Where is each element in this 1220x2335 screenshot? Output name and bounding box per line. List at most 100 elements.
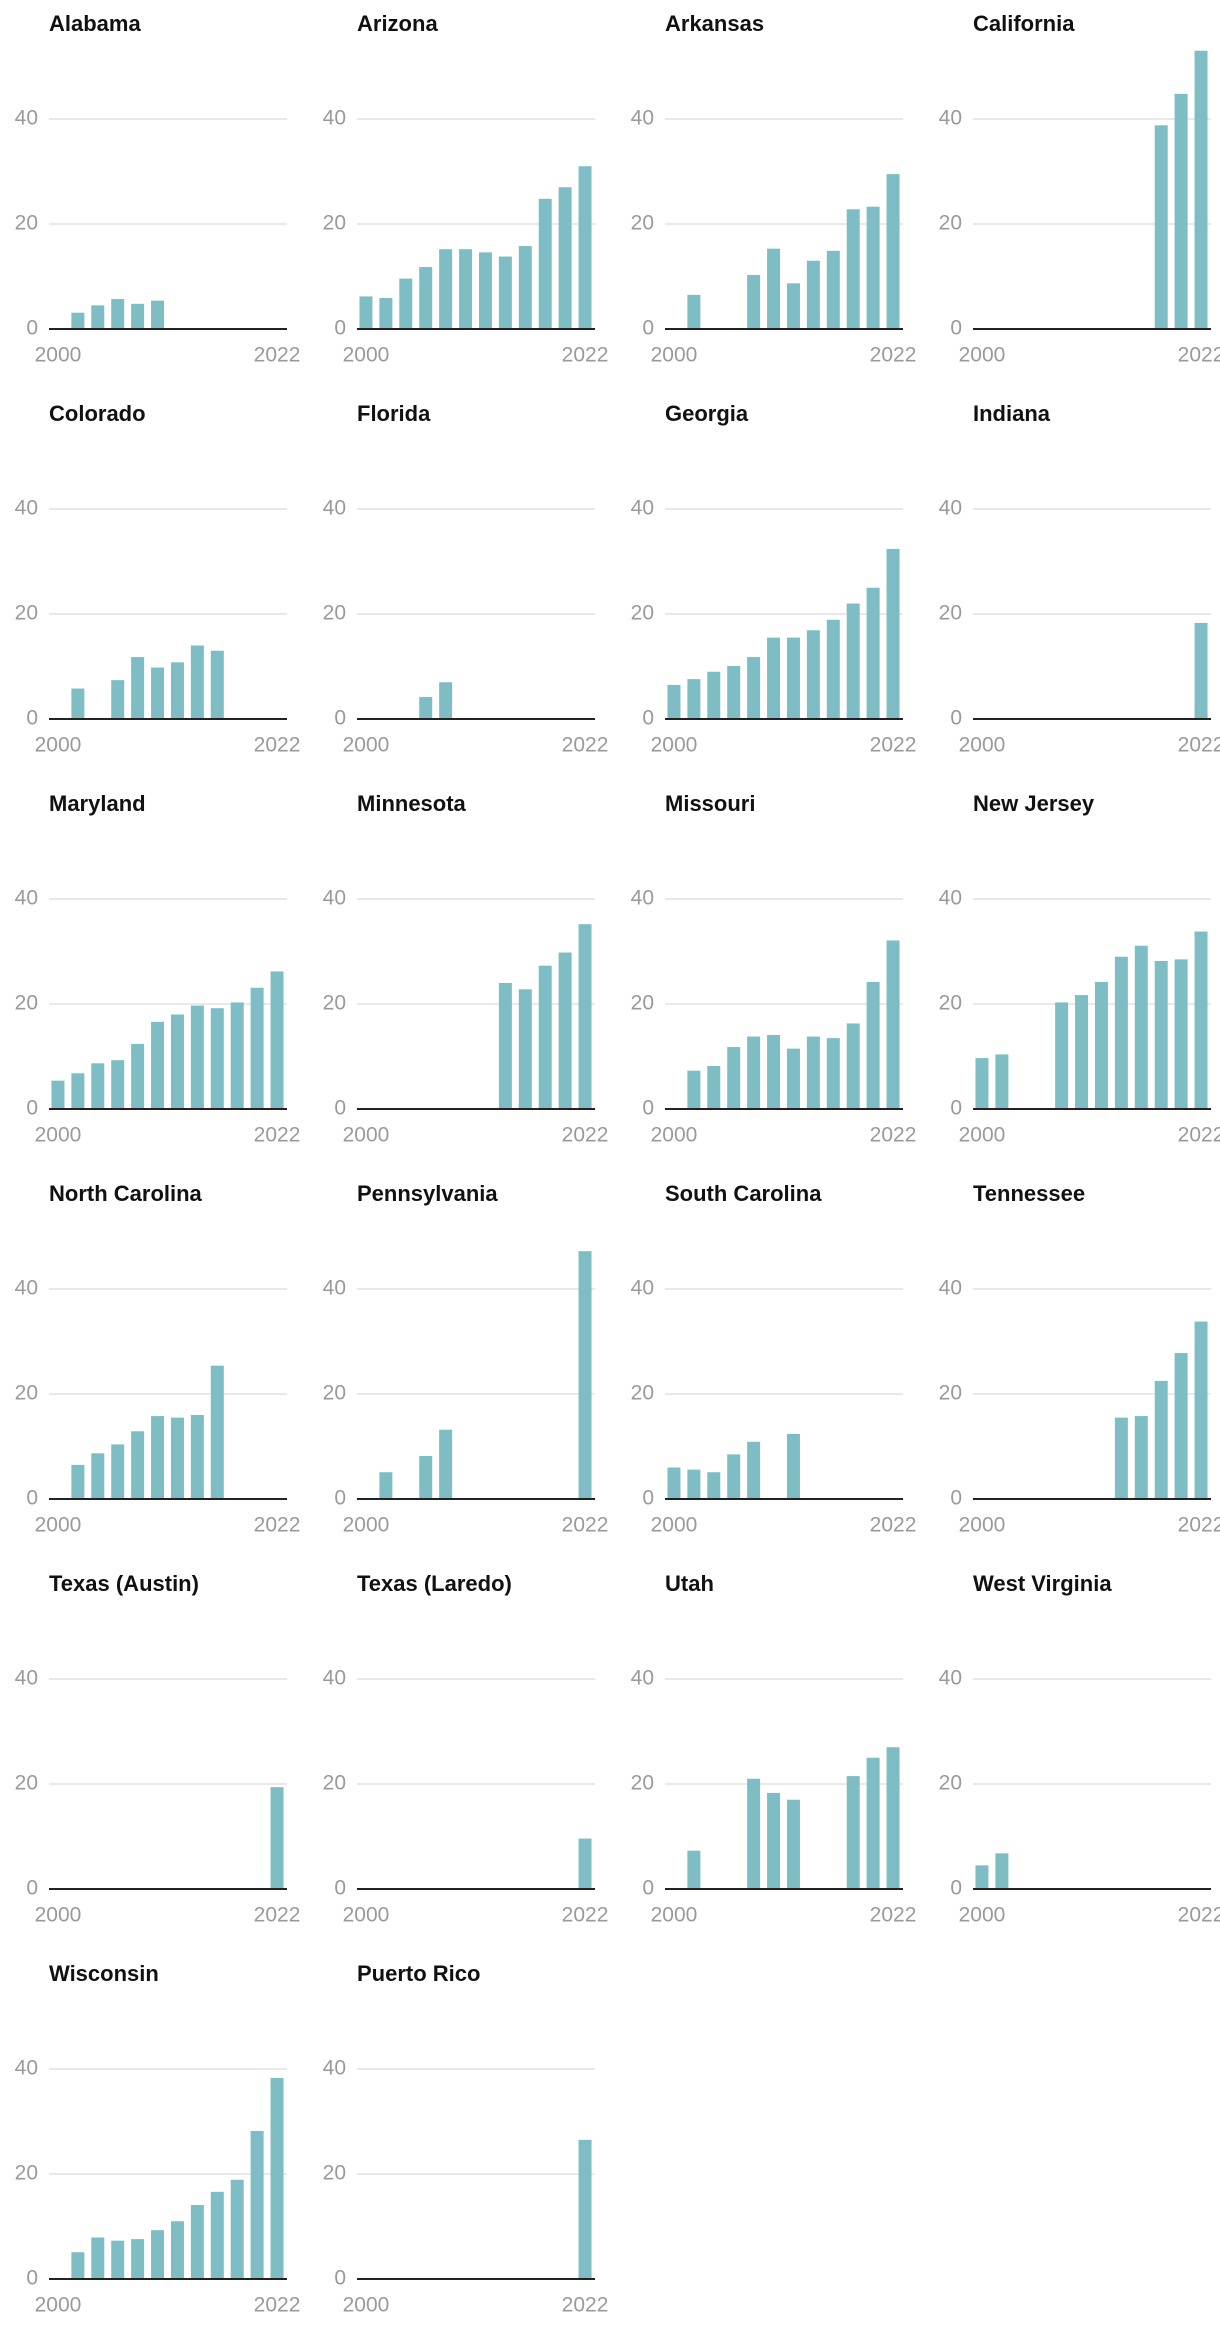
bar: [747, 1778, 761, 1889]
x-tick-label: 2000: [959, 734, 1006, 757]
x-tick-label: 2022: [254, 734, 301, 757]
x-tick-label: 2000: [35, 1904, 82, 1927]
x-tick-label: 2022: [254, 1124, 301, 1147]
panel-title: South Carolina: [665, 1181, 822, 1206]
bar: [846, 1023, 860, 1109]
y-tick-label: 20: [15, 212, 38, 235]
bar: [846, 209, 860, 329]
bar: [667, 1467, 681, 1499]
bar: [747, 657, 761, 719]
y-tick-label: 20: [939, 992, 962, 1015]
bar: [846, 603, 860, 719]
bar: [1174, 1353, 1188, 1499]
bar: [826, 1038, 840, 1109]
x-tick-label: 2000: [343, 1124, 390, 1147]
bar: [190, 2204, 204, 2279]
bar: [131, 1043, 145, 1109]
panel: Wisconsin 0 20 40 2000 2022: [15, 1961, 301, 2317]
bar: [1194, 1321, 1208, 1499]
bar: [578, 166, 592, 329]
bar: [71, 688, 85, 719]
bar: [786, 1433, 800, 1499]
y-tick-label: 40: [15, 1277, 38, 1300]
bar: [111, 1444, 125, 1499]
y-tick-label: 20: [15, 1772, 38, 1795]
bar: [707, 1472, 721, 1499]
bar: [727, 665, 741, 719]
y-tick-label: 20: [323, 602, 346, 625]
panel: New Jersey 0 20 40 2000 2022: [939, 791, 1220, 1147]
y-tick-label: 0: [26, 2267, 38, 2290]
y-tick-label: 40: [631, 107, 654, 130]
panel-title: Arizona: [357, 11, 438, 36]
bar: [747, 1036, 761, 1109]
bar: [806, 1036, 820, 1109]
x-tick-label: 2022: [1178, 734, 1220, 757]
panel: Texas (Laredo) 0 20 40 2000 2022: [323, 1571, 609, 1927]
bar: [886, 1747, 900, 1889]
bar: [826, 619, 840, 719]
panel-title: Alabama: [49, 11, 141, 36]
bar: [886, 174, 900, 329]
x-tick-label: 2022: [562, 1124, 609, 1147]
bar: [846, 1776, 860, 1889]
y-tick-label: 20: [323, 992, 346, 1015]
y-tick-label: 0: [642, 1877, 654, 1900]
x-tick-label: 2000: [959, 1124, 1006, 1147]
y-tick-label: 40: [323, 497, 346, 520]
panel: Indiana 0 20 40 2000 2022: [939, 401, 1220, 757]
bar: [727, 1047, 741, 1109]
panel-title: Georgia: [665, 401, 749, 426]
x-tick-label: 2022: [870, 1904, 917, 1927]
bar: [131, 657, 145, 719]
bar: [866, 587, 880, 719]
x-tick-label: 2000: [35, 2294, 82, 2317]
y-tick-label: 20: [631, 1772, 654, 1795]
x-tick-label: 2022: [562, 2294, 609, 2317]
bar: [111, 299, 125, 329]
bar: [687, 294, 701, 329]
y-tick-label: 0: [26, 1877, 38, 1900]
panel: Puerto Rico 0 20 40 2000 2022: [323, 1961, 609, 2317]
y-tick-label: 0: [950, 1487, 962, 1510]
panel-title: North Carolina: [49, 1181, 203, 1206]
bar: [1154, 960, 1168, 1109]
bar: [190, 645, 204, 719]
bar: [170, 2221, 184, 2279]
bar: [707, 671, 721, 719]
y-tick-label: 0: [26, 1487, 38, 1510]
bar: [478, 252, 492, 329]
bar: [71, 312, 85, 329]
bar: [170, 662, 184, 719]
bar: [250, 987, 264, 1109]
bar: [399, 278, 413, 329]
y-tick-label: 0: [334, 1877, 346, 1900]
bar: [1134, 945, 1148, 1109]
x-tick-label: 2000: [343, 734, 390, 757]
x-tick-label: 2000: [959, 1514, 1006, 1537]
y-tick-label: 40: [323, 887, 346, 910]
y-tick-label: 0: [950, 1877, 962, 1900]
x-tick-label: 2000: [651, 344, 698, 367]
panel-title: Pennsylvania: [357, 1181, 498, 1206]
bar: [806, 260, 820, 329]
bar: [786, 1799, 800, 1889]
panel-title: Minnesota: [357, 791, 467, 816]
y-tick-label: 0: [26, 707, 38, 730]
bar: [151, 667, 165, 719]
panel-title: Indiana: [973, 401, 1051, 426]
y-tick-label: 20: [631, 602, 654, 625]
panel: Utah 0 20 40 2000 2022: [631, 1571, 917, 1927]
bar: [578, 1838, 592, 1889]
x-tick-label: 2000: [651, 1904, 698, 1927]
bar: [995, 1853, 1009, 1889]
y-tick-label: 40: [631, 1277, 654, 1300]
panel: West Virginia 0 20 40 2000 2022: [939, 1571, 1220, 1927]
y-tick-label: 0: [642, 707, 654, 730]
bar: [1055, 1002, 1069, 1109]
x-tick-label: 2022: [870, 734, 917, 757]
panel: Arizona 0 20 40 2000 2022: [323, 11, 609, 367]
panel-title: Missouri: [665, 791, 755, 816]
bar: [151, 2230, 165, 2279]
x-tick-label: 2022: [562, 1514, 609, 1537]
